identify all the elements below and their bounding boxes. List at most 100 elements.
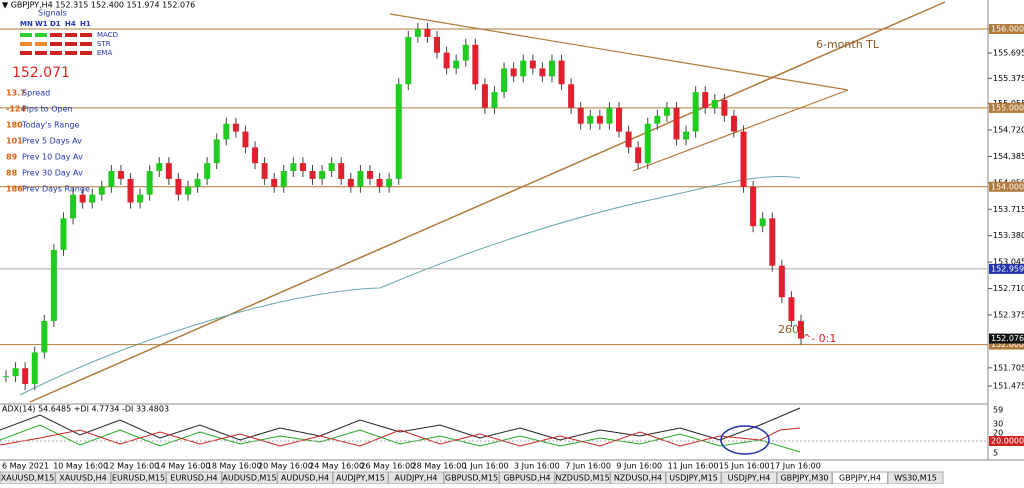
candle — [453, 60, 460, 69]
candle — [759, 218, 766, 227]
tab-label: USDJPY,M15 — [669, 474, 718, 483]
tab[interactable]: XAUUSD,H4 — [55, 471, 111, 485]
indicator-label: MACD — [97, 31, 118, 39]
signal-cell — [65, 51, 77, 55]
date-label: 15 Jun 16:00 — [719, 462, 770, 471]
candle — [472, 44, 479, 85]
candle — [165, 163, 172, 179]
trendline-label: 6-month TL — [816, 38, 880, 51]
last-label: 152.076 — [991, 334, 1024, 343]
tab-label: XAUUSD,H4 — [59, 474, 107, 483]
candle — [242, 131, 249, 148]
tab[interactable]: GBPJPY,H4 — [832, 471, 888, 485]
tab[interactable]: AUDUSD,M15 — [221, 471, 278, 485]
timeframe: MN — [20, 20, 33, 28]
candle — [175, 178, 182, 195]
date-label: 28 May 16:00 — [412, 462, 467, 471]
signal-cell — [65, 42, 77, 46]
price-tick-label: 151.705 — [993, 363, 1024, 372]
candle — [654, 115, 661, 124]
level-box — [989, 339, 1024, 350]
date-label: 7 Jun 16:00 — [565, 462, 611, 471]
trendline — [632, 89, 849, 172]
tab-label: GBPJPY,H4 — [839, 474, 881, 483]
candle — [299, 163, 306, 172]
candle — [60, 218, 67, 250]
candle — [644, 123, 651, 164]
bid-label: 152.959 — [991, 264, 1024, 273]
level-box — [989, 102, 1024, 113]
candle — [204, 163, 211, 179]
panel-value: 101 — [6, 137, 23, 146]
adx-line — [0, 407, 801, 441]
candle — [290, 163, 297, 172]
candle — [328, 163, 335, 172]
candle — [750, 186, 757, 227]
timeframe: W1 — [35, 20, 48, 28]
candle — [70, 194, 77, 219]
candle — [156, 163, 163, 172]
signal-cell — [20, 42, 32, 46]
tab[interactable]: EURUSD,H4 — [166, 471, 222, 485]
candle — [271, 178, 278, 187]
signals-title: Signals — [38, 9, 67, 18]
tab[interactable]: NZDUSD,H4 — [610, 471, 666, 485]
tab[interactable]: EURUSD,M15 — [110, 471, 167, 485]
tab[interactable]: AUDJPY,M15 — [332, 471, 389, 485]
indicator-label: STR — [97, 40, 111, 48]
date-label: 10 May 16:00 — [53, 462, 108, 471]
candle — [606, 107, 613, 124]
last-box — [989, 333, 1024, 344]
tab[interactable]: GBPJPY,M30 — [776, 471, 833, 485]
level-box — [989, 24, 1024, 34]
tab-label: XAUUSD,M15 — [1, 474, 55, 483]
candle — [3, 376, 9, 378]
candle — [347, 178, 354, 187]
level-label: 154.000 — [991, 182, 1024, 191]
candle — [395, 84, 402, 179]
tab[interactable]: XAUUSD,M15 — [0, 471, 56, 485]
date-label: 9 Jun 16:00 — [616, 462, 662, 471]
candle — [548, 60, 555, 77]
tab[interactable]: GBPUSD,H4 — [499, 471, 555, 485]
tab[interactable]: USDJPY,H4 — [721, 471, 777, 485]
tab[interactable]: AUDUSD,H4 — [277, 471, 333, 485]
panel-value: 186 — [6, 185, 23, 194]
candle — [778, 265, 785, 298]
candle — [702, 92, 709, 108]
tab-label: GBPUSD,M15 — [445, 474, 498, 483]
price-tick-label: 155.695 — [993, 49, 1024, 58]
candle — [520, 60, 527, 77]
candle — [721, 100, 728, 116]
timeframe: H1 — [80, 20, 91, 28]
candle — [529, 60, 536, 69]
signal-cell — [80, 33, 92, 37]
date-label: 11 Jun 16:00 — [668, 462, 719, 471]
adx-tick-label: 30 — [993, 420, 1003, 429]
tab[interactable]: GBPUSD,M15 — [443, 471, 500, 485]
date-label: 17 Jun 16:00 — [770, 462, 821, 471]
tab[interactable]: NZDUSD,M15 — [554, 471, 611, 485]
panel-value: 180 — [6, 121, 23, 130]
signal-cell — [80, 51, 92, 55]
price-tick-label: 154.720 — [993, 125, 1024, 134]
date-label: 18 May 16:00 — [207, 462, 262, 471]
tab[interactable]: USDJPY,M15 — [665, 471, 722, 485]
candle — [491, 92, 498, 108]
candle — [89, 194, 96, 203]
signal-cell — [35, 33, 47, 37]
candle — [223, 123, 230, 140]
candle — [127, 178, 134, 203]
panel-value: -124 — [6, 105, 26, 114]
candle — [232, 123, 239, 132]
candle — [558, 60, 565, 85]
date-label: 24 May 16:00 — [309, 462, 364, 471]
tab[interactable]: WS30,M15 — [887, 471, 944, 485]
adx-level-label: 20.0000 — [991, 437, 1024, 446]
tab[interactable]: AUDJPY,H4 — [388, 471, 444, 485]
candle — [252, 147, 259, 164]
tab-label: USDJPY,H4 — [728, 474, 771, 483]
price-tick-label: 152.375 — [993, 310, 1024, 319]
price-tick-label: 153.715 — [993, 205, 1024, 214]
candle — [338, 163, 345, 179]
